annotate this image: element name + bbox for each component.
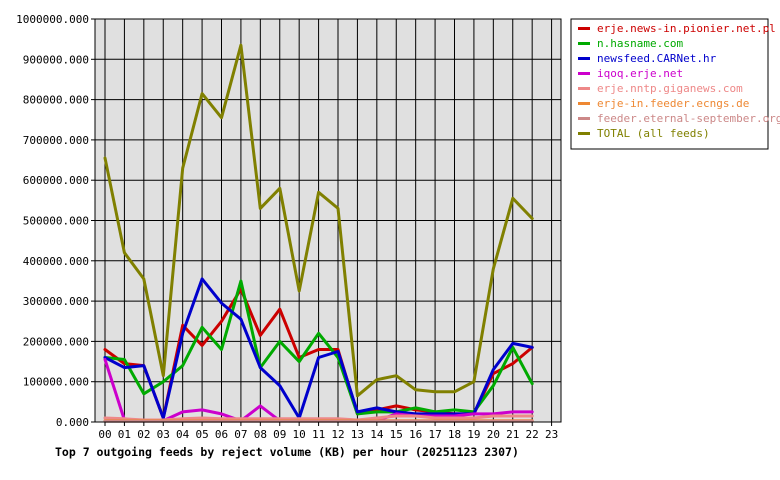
legend-swatch-erje-nntp-giganews-com bbox=[578, 87, 590, 90]
x-tick-label: 00 bbox=[98, 428, 111, 441]
legend-swatch-newsfeed-carnet-hr bbox=[578, 57, 590, 60]
legend-label-erje-in-feeder-ecngs-de: erje-in.feeder.ecngs.de bbox=[597, 97, 749, 110]
x-tick-label: 20 bbox=[487, 428, 500, 441]
x-axis: 00 01 02 03 04 05 06 07 08 09 10 11 12 13 14 15 16 17 18 19… bbox=[98, 422, 558, 441]
y-tick-label: 100000.000 bbox=[23, 376, 89, 389]
series-line-n-hasname-com bbox=[103, 279, 534, 416]
y-tick-label: 700000.000 bbox=[23, 134, 89, 147]
x-tick-label: 08 bbox=[254, 428, 267, 441]
legend: erje.news-in.pionier.net.pl n.hasname.com… bbox=[570, 18, 780, 150]
x-tick-label: 13 bbox=[351, 428, 364, 441]
x-tick-label: 12 bbox=[331, 428, 344, 441]
legend-swatch-total-all-feeds bbox=[578, 132, 590, 135]
x-tick-label: 22 bbox=[526, 428, 539, 441]
x-tick-label: 01 bbox=[118, 428, 131, 441]
y-tick-label: 900000.000 bbox=[23, 53, 89, 66]
x-tick-label: 03 bbox=[157, 428, 170, 441]
series-lines bbox=[103, 43, 534, 423]
legend-swatch-iqoq-erje-net bbox=[578, 72, 590, 75]
x-tick-label: 14 bbox=[370, 428, 384, 441]
series-line-erje-nntp-giganews-com bbox=[103, 414, 534, 422]
x-tick-label: 04 bbox=[176, 428, 190, 441]
y-tick-label: 200000.000 bbox=[23, 335, 89, 348]
y-tick-label: 0.000 bbox=[56, 416, 89, 429]
x-tick-label: 10 bbox=[293, 428, 306, 441]
x-tick-label: 16 bbox=[409, 428, 422, 441]
x-tick-label: 21 bbox=[506, 428, 519, 441]
x-tick-label: 17 bbox=[428, 428, 441, 441]
legend-swatch-n-hasname-com bbox=[578, 42, 590, 45]
legend-swatch-feeder-eternal-september-org bbox=[578, 117, 590, 120]
legend-label-erje-news-in-pionier-net-pl: erje.news-in.pionier.net.pl bbox=[597, 22, 776, 35]
chart-title: Top 7 outgoing feeds by reject volume (K… bbox=[55, 445, 519, 459]
legend-label-iqoq-erje-net: iqoq.erje.net bbox=[597, 67, 683, 80]
y-tick-label: 600000.000 bbox=[23, 174, 89, 187]
x-tick-label: 06 bbox=[215, 428, 228, 441]
legend-swatch-erje-in-feeder-ecngs-de bbox=[578, 102, 590, 105]
y-tick-label: 1000000.000 bbox=[16, 13, 89, 26]
legend-label-n-hasname-com: n.hasname.com bbox=[597, 37, 683, 50]
legend-swatch-erje-news-in-pionier-net-pl bbox=[578, 27, 590, 30]
legend-label-newsfeed-carnet-hr: newsfeed.CARNet.hr bbox=[597, 52, 717, 65]
x-tick-label: 19 bbox=[467, 428, 480, 441]
x-tick-label: 23 bbox=[545, 428, 558, 441]
legend-label-erje-nntp-giganews-com: erje.nntp.giganews.com bbox=[597, 82, 743, 95]
x-tick-label: 18 bbox=[448, 428, 461, 441]
y-tick-label: 800000.000 bbox=[23, 94, 89, 107]
series-line-total-all-feeds bbox=[103, 43, 534, 398]
legend-label-feeder-eternal-september-org: feeder.eternal-september.org bbox=[597, 112, 780, 125]
legend-box bbox=[570, 18, 769, 150]
y-tick-label: 500000.000 bbox=[23, 215, 89, 228]
y-axis: 0.000 100000.000 200000.000 300000.000 40000… bbox=[16, 13, 95, 429]
x-tick-label: 11 bbox=[312, 428, 325, 441]
x-tick-label: 09 bbox=[273, 428, 286, 441]
x-tick-label: 02 bbox=[137, 428, 150, 441]
y-tick-label: 300000.000 bbox=[23, 295, 89, 308]
legend-label-total-all-feeds: TOTAL (all feeds) bbox=[597, 127, 710, 140]
y-tick-label: 400000.000 bbox=[23, 255, 89, 268]
x-tick-label: 07 bbox=[234, 428, 247, 441]
x-tick-label: 05 bbox=[195, 428, 208, 441]
x-tick-label: 15 bbox=[390, 428, 403, 441]
